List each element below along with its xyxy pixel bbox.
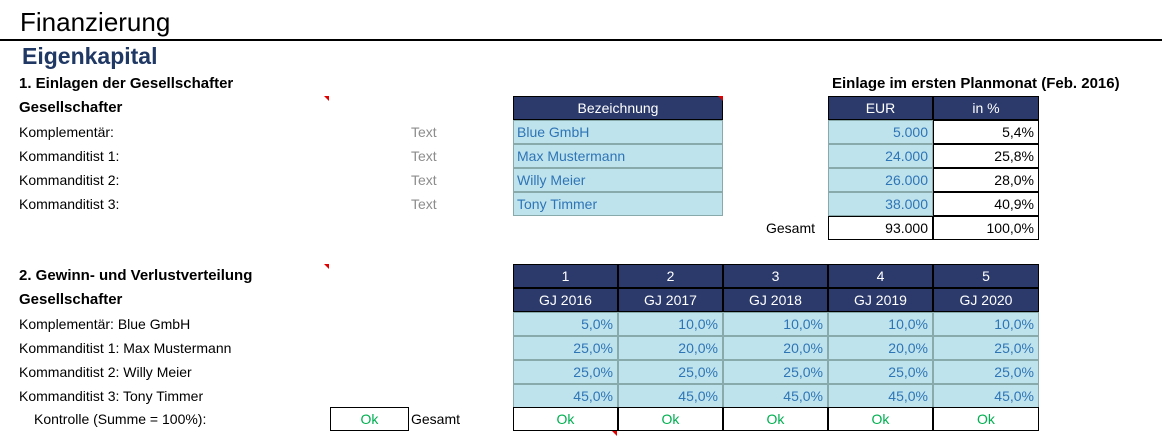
comment-marker[interactable]	[612, 431, 617, 436]
comment-marker[interactable]	[324, 264, 329, 269]
comment-marker[interactable]	[718, 96, 723, 101]
eur-input[interactable]: 38.000	[828, 192, 933, 216]
share-input[interactable]: 25,0%	[723, 360, 828, 384]
year-header: GJ 2018	[723, 288, 828, 312]
text-hint: Text	[411, 196, 437, 212]
share-input[interactable]: 25,0%	[513, 360, 618, 384]
share-input[interactable]: 45,0%	[513, 384, 618, 408]
pct-header: in %	[933, 96, 1039, 120]
share-input[interactable]: 45,0%	[723, 384, 828, 408]
verteilung-row-label: Kommanditist 1: Max Mustermann	[19, 340, 232, 356]
pct-value: 40,9%	[933, 192, 1039, 216]
share-input[interactable]: 25,0%	[828, 360, 933, 384]
share-input[interactable]: 20,0%	[723, 336, 828, 360]
year-number-header: 4	[828, 264, 933, 288]
gesellschafter-label: Kommanditist 2:	[19, 172, 120, 188]
year-header: GJ 2017	[618, 288, 723, 312]
eur-header: EUR	[828, 96, 933, 120]
year-number-header: 2	[618, 264, 723, 288]
einlagen-total-label: Gesamt	[766, 220, 816, 236]
check-value: Ok	[723, 407, 828, 431]
name-input[interactable]: Willy Meier	[513, 168, 723, 192]
share-input[interactable]: 10,0%	[933, 312, 1039, 336]
comment-marker[interactable]	[324, 96, 329, 101]
eur-input[interactable]: 26.000	[828, 168, 933, 192]
verteilung-subheading: Gesellschafter	[19, 291, 123, 308]
pct-value: 28,0%	[933, 168, 1039, 192]
share-input[interactable]: 25,0%	[933, 336, 1039, 360]
share-input[interactable]: 10,0%	[723, 312, 828, 336]
share-input[interactable]: 20,0%	[828, 336, 933, 360]
eur-input[interactable]: 5.000	[828, 120, 933, 144]
verteilung-heading: 2. Gewinn- und Verlustverteilung	[19, 267, 253, 284]
page-title: Finanzierung	[20, 7, 171, 37]
kontrolle-label: Kontrolle (Summe = 100%):	[34, 411, 207, 427]
text-hint: Text	[411, 124, 437, 140]
text-hint: Text	[411, 172, 437, 188]
year-header: GJ 2020	[933, 288, 1039, 312]
year-number-header: 1	[513, 264, 618, 288]
einlagen-subheading: Gesellschafter	[19, 99, 123, 116]
year-header: GJ 2016	[513, 288, 618, 312]
name-input[interactable]: Tony Timmer	[513, 192, 723, 216]
bezeichnung-header: Bezeichnung	[513, 96, 723, 120]
kontrolle-value: Ok	[330, 407, 409, 431]
year-number-header: 5	[933, 264, 1039, 288]
first-month-heading: Einlage im ersten Planmonat (Feb. 2016)	[832, 75, 1120, 92]
share-input[interactable]: 25,0%	[618, 360, 723, 384]
verteilung-row-label: Kommanditist 2: Willy Meier	[19, 364, 192, 380]
year-header: GJ 2019	[828, 288, 933, 312]
check-value: Ok	[828, 407, 933, 431]
text-hint: Text	[411, 148, 437, 164]
check-value: Ok	[618, 407, 723, 431]
share-input[interactable]: 5,0%	[513, 312, 618, 336]
einlagen-total-eur: 93.000	[828, 216, 933, 240]
pct-value: 25,8%	[933, 144, 1039, 168]
share-input[interactable]: 10,0%	[828, 312, 933, 336]
einlagen-heading: 1. Einlagen der Gesellschafter	[19, 75, 234, 92]
share-input[interactable]: 45,0%	[933, 384, 1039, 408]
pct-value: 5,4%	[933, 120, 1039, 144]
gesellschafter-label: Kommanditist 1:	[19, 148, 120, 164]
eur-input[interactable]: 24.000	[828, 144, 933, 168]
einlagen-total-pct: 100,0%	[933, 216, 1039, 240]
share-input[interactable]: 10,0%	[618, 312, 723, 336]
section-title: Eigenkapital	[22, 43, 158, 69]
share-input[interactable]: 20,0%	[618, 336, 723, 360]
name-input[interactable]: Max Mustermann	[513, 144, 723, 168]
check-value: Ok	[933, 407, 1039, 431]
share-input[interactable]: 25,0%	[513, 336, 618, 360]
year-number-header: 3	[723, 264, 828, 288]
share-input[interactable]: 45,0%	[828, 384, 933, 408]
share-input[interactable]: 45,0%	[618, 384, 723, 408]
verteilung-row-label: Komplementär: Blue GmbH	[19, 316, 191, 332]
gesellschafter-label: Komplementär:	[19, 124, 114, 140]
title-divider	[0, 39, 1162, 41]
name-input[interactable]: Blue GmbH	[513, 120, 723, 144]
gesellschafter-label: Kommanditist 3:	[19, 196, 120, 212]
verteilung-row-label: Kommanditist 3: Tony Timmer	[19, 388, 204, 404]
gesamt-label: Gesamt	[411, 411, 461, 427]
share-input[interactable]: 25,0%	[933, 360, 1039, 384]
check-value: Ok	[513, 407, 618, 431]
